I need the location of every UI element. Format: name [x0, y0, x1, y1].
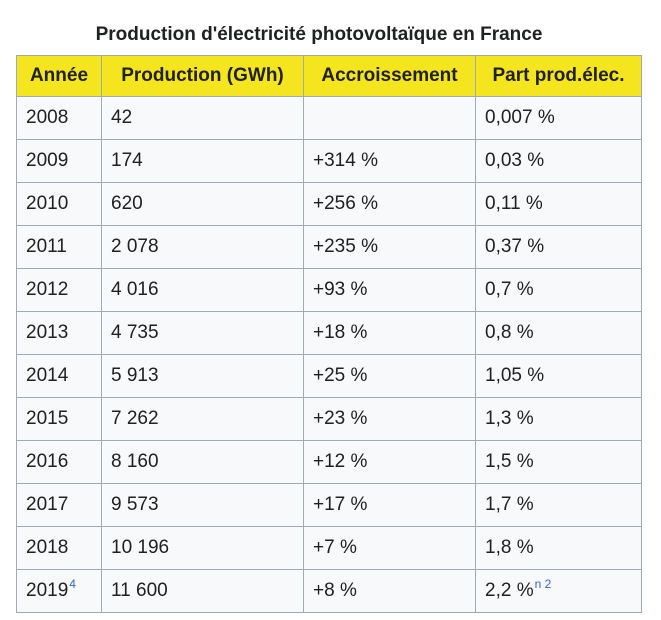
table-row: 2013 4 735 +18 % 0,8 % — [16, 311, 642, 355]
production-cell: 7 262 — [101, 397, 304, 441]
share-value: 0,8 % — [485, 322, 534, 343]
production-cell: 5 913 — [101, 354, 304, 398]
table-caption: Production d'électricité photovoltaïque … — [95, 24, 543, 45]
year-value: 2015 — [26, 408, 69, 429]
year-cell: 2009 — [16, 139, 102, 183]
production-cell: 620 — [101, 182, 304, 226]
growth-cell: +314 % — [303, 139, 476, 183]
column-header-growth[interactable]: Accroissement — [303, 55, 476, 97]
share-cell: 0,8 % — [475, 311, 642, 355]
production-cell: 2 078 — [101, 225, 304, 269]
year-value: 2014 — [26, 365, 69, 386]
share-cell: 0,11 % — [475, 182, 642, 226]
production-cell: 10 196 — [101, 526, 304, 570]
table-row: 2017 9 573 +17 % 1,7 % — [16, 483, 642, 527]
note-link[interactable]: n 2 — [534, 577, 552, 591]
production-cell: 11 600 — [101, 569, 304, 613]
table-row: 2018 10 196 +7 % 1,8 % — [16, 526, 642, 570]
year-value: 2009 — [26, 150, 69, 171]
share-cell: 2,2 %n 2 — [475, 569, 642, 613]
share-value: 0,03 % — [485, 150, 545, 171]
share-cell: 0,03 % — [475, 139, 642, 183]
table-row: 2014 5 913 +25 % 1,05 % — [16, 354, 642, 398]
production-cell: 4 016 — [101, 268, 304, 312]
share-value: 1,3 % — [485, 408, 534, 429]
header-row: Année Production (GWh) Accroissement Par… — [16, 55, 642, 97]
growth-cell: +7 % — [303, 526, 476, 570]
growth-cell: +25 % — [303, 354, 476, 398]
growth-cell — [303, 96, 476, 140]
year-value: 2012 — [26, 279, 69, 300]
year-cell: 2010 — [16, 182, 102, 226]
year-value: 2018 — [26, 537, 69, 558]
solar-production-table: Année Production (GWh) Accroissement Par… — [16, 55, 642, 613]
year-cell: 2014 — [16, 354, 102, 398]
growth-cell: +235 % — [303, 225, 476, 269]
growth-cell: +12 % — [303, 440, 476, 484]
year-value: 2017 — [26, 494, 69, 515]
table-row: 2016 8 160 +12 % 1,5 % — [16, 440, 642, 484]
share-value: 0,11 % — [485, 193, 543, 214]
table-row: 20194 11 600 +8 % 2,2 %n 2 — [16, 569, 642, 613]
year-value: 2019 — [26, 580, 69, 601]
table-row: 2015 7 262 +23 % 1,3 % — [16, 397, 642, 441]
share-cell: 1,05 % — [475, 354, 642, 398]
year-value: 2011 — [26, 236, 67, 257]
share-cell: 1,8 % — [475, 526, 642, 570]
column-header-production[interactable]: Production (GWh) — [101, 55, 304, 97]
year-cell: 2012 — [16, 268, 102, 312]
share-value: 1,5 % — [485, 451, 534, 472]
year-value: 2016 — [26, 451, 69, 472]
growth-cell: +17 % — [303, 483, 476, 527]
year-cell: 20194 — [16, 569, 102, 613]
share-cell: 1,5 % — [475, 440, 642, 484]
year-cell: 2015 — [16, 397, 102, 441]
growth-cell: +23 % — [303, 397, 476, 441]
share-cell: 0,7 % — [475, 268, 642, 312]
production-cell: 9 573 — [101, 483, 304, 527]
production-cell: 174 — [101, 139, 304, 183]
year-value: 2013 — [26, 322, 69, 343]
share-value: 0,7 % — [485, 279, 534, 300]
production-cell: 42 — [101, 96, 304, 140]
growth-cell: +18 % — [303, 311, 476, 355]
year-cell: 2011 — [16, 225, 102, 269]
column-header-share[interactable]: Part prod.élec. — [475, 55, 642, 97]
share-value: 0,37 % — [485, 236, 545, 257]
column-header-year[interactable]: Année — [16, 55, 102, 97]
share-cell: 0,37 % — [475, 225, 642, 269]
year-cell: 2018 — [16, 526, 102, 570]
growth-cell: +93 % — [303, 268, 476, 312]
year-value: 2010 — [26, 193, 69, 214]
table-row: 2010 620 +256 % 0,11 % — [16, 182, 642, 226]
share-value: 1,05 % — [485, 365, 545, 386]
share-cell: 1,3 % — [475, 397, 642, 441]
table-row: 2011 2 078 +235 % 0,37 % — [16, 225, 642, 269]
table-row: 2009 174 +314 % 0,03 % — [16, 139, 642, 183]
production-cell: 8 160 — [101, 440, 304, 484]
share-cell: 1,7 % — [475, 483, 642, 527]
production-cell: 4 735 — [101, 311, 304, 355]
share-value: 0,007 % — [485, 107, 555, 128]
year-value: 2008 — [26, 107, 69, 128]
table-row: 2008 42 0,007 % — [16, 96, 642, 140]
table-row: 2012 4 016 +93 % 0,7 % — [16, 268, 642, 312]
year-cell: 2017 — [16, 483, 102, 527]
share-cell: 0,007 % — [475, 96, 642, 140]
share-value: 1,8 % — [485, 537, 534, 558]
table-body: 2008 42 0,007 % 2009 174 +314 % 0,03 % 2010 620 +… — [16, 96, 642, 613]
share-value: 2,2 % — [485, 580, 534, 601]
year-cell: 2013 — [16, 311, 102, 355]
reference-link[interactable]: 4 — [69, 577, 76, 591]
year-cell: 2016 — [16, 440, 102, 484]
growth-cell: +256 % — [303, 182, 476, 226]
year-cell: 2008 — [16, 96, 102, 140]
share-value: 1,7 % — [485, 494, 534, 515]
growth-cell: +8 % — [303, 569, 476, 613]
